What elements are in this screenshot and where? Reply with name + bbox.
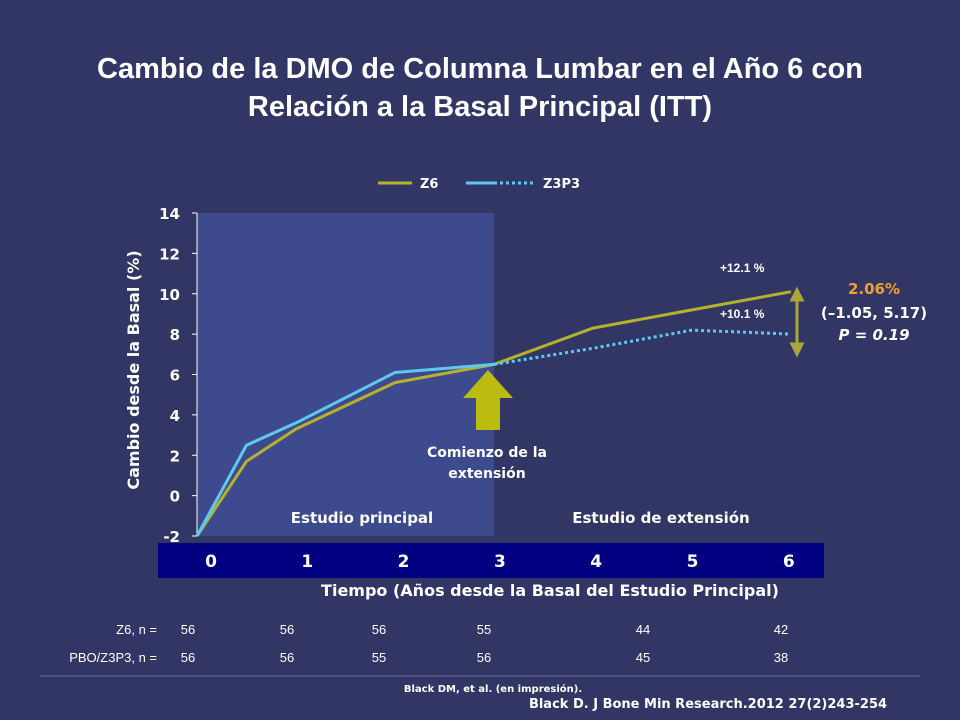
difference-value: 2.06% — [848, 280, 900, 298]
y-tick-label: 12 — [159, 245, 180, 263]
x-tick-label: 4 — [590, 552, 602, 572]
n-row-label: Z6, n = — [116, 622, 157, 637]
series-line-z3p3-solid — [195, 362, 495, 537]
series-layer — [195, 290, 792, 537]
n-cell: 56 — [477, 650, 491, 665]
n-cell: 56 — [181, 650, 195, 665]
difference-p-value: P = 0.19 — [838, 326, 909, 344]
z6-change-label: +12.1 % — [720, 261, 765, 275]
z3p3-change-label: +10.1 % — [720, 307, 765, 321]
slide-title: Cambio de la DMO de Columna Lumbar en el… — [20, 50, 940, 126]
period-label-extension: Estudio de extensión — [572, 509, 750, 527]
n-table: Z6, n = 56 56 56 55 44 42 PBO/Z3P3, n = 56 56 55 56… — [69, 622, 788, 665]
y-axis-title: Cambio desde la Basal (%) — [124, 250, 143, 489]
n-cell: 56 — [280, 650, 294, 665]
n-cell: 55 — [372, 650, 386, 665]
x-tick-label: 5 — [687, 552, 699, 572]
series-line-z6 — [195, 290, 792, 537]
extension-start-arrow — [463, 370, 513, 430]
y-tick-label: 8 — [170, 326, 180, 344]
x-axis-band — [158, 543, 824, 578]
n-cell: 56 — [280, 622, 294, 637]
reference-small: Black DM, et al. (en impresión). — [404, 683, 582, 695]
n-cell: 55 — [477, 622, 491, 637]
n-cell: 44 — [636, 622, 650, 637]
y-tick-label: 6 — [170, 367, 180, 385]
x-tick-label: 0 — [205, 552, 217, 572]
y-axis: 14 12 10 8 6 4 2 0 -2 — [159, 205, 198, 546]
y-tick-label: 4 — [170, 407, 180, 425]
x-tick-label: 6 — [783, 552, 795, 572]
y-tick-label: 2 — [170, 447, 180, 465]
y-tick-label: 10 — [159, 286, 180, 304]
legend-label-z6: Z6 — [420, 177, 438, 192]
period-label-main: Estudio principal — [291, 509, 433, 527]
extension-start-label-2: extensión — [448, 466, 525, 482]
x-tick-label: 3 — [494, 552, 506, 572]
n-cell: 38 — [774, 650, 788, 665]
reference-main: Black D. J Bone Min Research.2012 27(2)2… — [529, 697, 887, 712]
series-line-z3p3-dotted — [493, 328, 792, 366]
n-cell: 45 — [636, 650, 650, 665]
up-arrow-icon — [463, 370, 513, 430]
legend: Z6 Z3P3 — [378, 177, 580, 192]
x-axis: 0 1 2 3 4 5 6 — [205, 552, 795, 572]
x-tick-label: 2 — [398, 552, 410, 572]
extension-start-label-1: Comienzo de la — [427, 445, 547, 461]
y-tick-label: 0 — [170, 488, 180, 506]
n-cell: 56 — [372, 622, 386, 637]
y-tick-label: -2 — [163, 528, 180, 546]
n-cell: 42 — [774, 622, 788, 637]
x-tick-label: 1 — [301, 552, 313, 572]
main-study-shade — [197, 213, 494, 536]
title-line-1: Cambio de la DMO de Columna Lumbar en el… — [97, 53, 863, 85]
x-axis-title: Tiempo (Años desde la Basal del Estudio … — [321, 581, 779, 600]
difference-ci: (–1.05, 5.17) — [821, 304, 927, 322]
n-cell: 56 — [181, 622, 195, 637]
legend-label-z3p3: Z3P3 — [543, 177, 580, 192]
n-row-label: PBO/Z3P3, n = — [69, 650, 157, 665]
title-line-2: Relación a la Basal Principal (ITT) — [247, 91, 713, 123]
y-tick-label: 14 — [159, 205, 180, 223]
